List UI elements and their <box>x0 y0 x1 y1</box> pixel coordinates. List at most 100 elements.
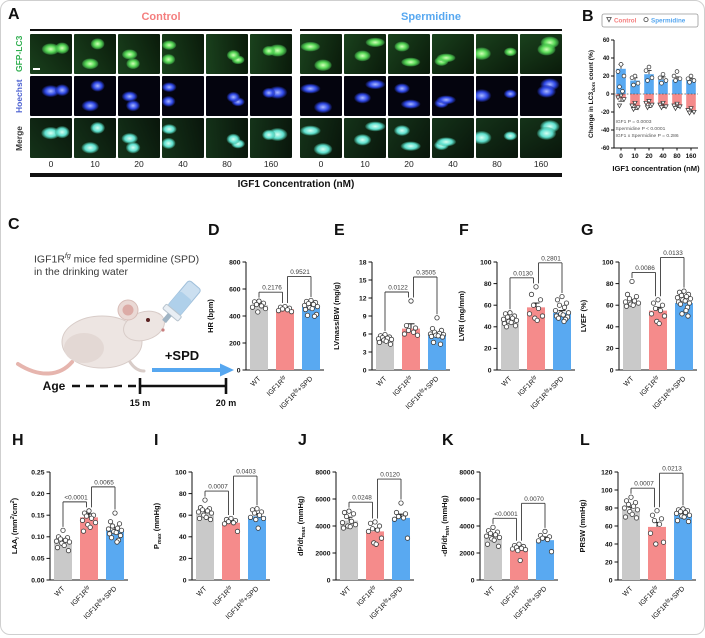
y-axis-label: LVEF (%) <box>579 299 588 332</box>
micrograph-merge-2 <box>118 118 160 158</box>
significance-brackets <box>631 256 685 297</box>
bars <box>616 68 696 111</box>
bar <box>302 306 320 370</box>
micrograph-merge-1 <box>74 118 116 158</box>
bar <box>276 309 294 370</box>
water-bottle <box>162 280 201 324</box>
col-label: 10 <box>360 159 370 169</box>
svg-text:IGF1Rfg: IGF1Rfg <box>638 374 662 398</box>
svg-text:80: 80 <box>606 281 614 288</box>
svg-text:WT: WT <box>622 585 635 598</box>
svg-text:9: 9 <box>363 313 367 320</box>
spd-arrow-label: +SPD <box>165 348 199 363</box>
svg-text:0.25: 0.25 <box>31 469 44 476</box>
mouse-ear-inner <box>122 304 134 316</box>
svg-text:6000: 6000 <box>459 496 474 503</box>
bar <box>553 312 571 370</box>
svg-text:10: 10 <box>631 153 639 160</box>
y-ticks: 0 20 40 60 80 100 <box>175 469 192 584</box>
p-values: <0.0001 0.0070 <box>494 496 544 518</box>
svg-text:IGF1 P = 0.0003: IGF1 P = 0.0003 <box>616 119 652 125</box>
micrograph-gfp-lc3-2 <box>118 34 160 74</box>
timeline-end-label: 20 m <box>216 398 237 408</box>
group-header-spermidine: Spermidine <box>401 11 461 23</box>
y-axis-label: Change in LC3dots count (%) <box>588 50 597 138</box>
svg-text:160: 160 <box>686 153 697 160</box>
svg-text:100: 100 <box>175 469 187 476</box>
chart-svg-e: 0 3 6 9 12 15 18 0.0122 0.3505 WT IGF1RfgIGF1Rfg+S… <box>332 259 450 411</box>
svg-text:15: 15 <box>359 277 367 284</box>
micrograph-hoechst-3 <box>162 76 204 116</box>
y-axis-label: PRSW (mmHg) <box>578 499 587 552</box>
bar <box>248 516 266 580</box>
svg-text:0.0086: 0.0086 <box>635 265 655 272</box>
svg-text:20: 20 <box>603 74 610 80</box>
scatter-points <box>53 508 125 554</box>
bar <box>686 94 696 111</box>
significance-brackets <box>62 486 116 527</box>
panel-h: H 0.00 0.05 0.10 0.15 0.20 0.25 <0.0001 0.0065 W… <box>8 432 136 638</box>
panel-label-b: B <box>582 8 594 25</box>
svg-text:4000: 4000 <box>315 523 330 530</box>
bars <box>622 509 692 580</box>
svg-text:0.15: 0.15 <box>31 513 44 520</box>
svg-text:IGF1 x Spermidine P = 0.286: IGF1 x Spermidine P = 0.286 <box>616 133 679 139</box>
legend: Control Spermidine <box>601 13 699 28</box>
panel-c-caption-line2: in the drinking water <box>34 266 128 278</box>
mouse-eye <box>146 318 150 322</box>
bar <box>630 80 640 94</box>
svg-text:WT: WT <box>196 585 209 598</box>
y-axis-label: LVmass/BW (mg/g) <box>332 282 341 350</box>
svg-text:0.00: 0.00 <box>31 577 44 584</box>
panel-label-l: L <box>580 432 590 449</box>
group-header-control: Control <box>141 11 181 23</box>
micrograph-hoechst-6 <box>300 76 342 116</box>
svg-text:0.2176: 0.2176 <box>262 285 282 292</box>
svg-text:40: 40 <box>179 534 187 541</box>
svg-text:0.9521: 0.9521 <box>290 269 310 276</box>
svg-text:80: 80 <box>179 491 187 498</box>
bar <box>649 310 667 370</box>
panel-e: E 0 3 6 9 12 15 18 0.0122 0.3505 WT IGF1Rfg IGF1Rfg… <box>330 222 458 428</box>
col-label: 40 <box>178 159 188 169</box>
svg-text:20: 20 <box>179 556 187 563</box>
svg-text:0: 0 <box>471 577 475 584</box>
micrograph-merge-4 <box>206 118 248 158</box>
svg-text:WT: WT <box>340 585 353 598</box>
svg-text:IGF1Rfg: IGF1Rfg <box>265 374 289 398</box>
y-axis-label: LVRI (mg/mm) <box>457 290 466 341</box>
bar <box>196 513 214 580</box>
svg-text:0.0133: 0.0133 <box>663 250 683 257</box>
y-ticks: -60 -40 -20 0 20 40 60 <box>601 38 614 152</box>
header-rule-control <box>30 29 292 31</box>
chart-svg-k: 0 2000 4000 6000 8000 <0.0001 0.0070 WT IGF1RfgI… <box>440 469 558 621</box>
svg-text:20: 20 <box>606 346 614 353</box>
scatter-points <box>500 284 572 330</box>
col-label: 160 <box>263 159 279 169</box>
micrograph-gfp-lc3-10 <box>476 34 518 74</box>
bar <box>658 79 668 94</box>
svg-text:100: 100 <box>602 259 614 266</box>
svg-text:80: 80 <box>673 153 681 160</box>
chart-svg-i: 0 20 40 60 80 100 0.0007 0.0403 WT IGF1RfgIGF1Rfg… <box>152 469 270 621</box>
svg-text:IGF1Rfg: IGF1Rfg <box>391 374 415 398</box>
bars <box>196 513 266 580</box>
panel-c: C IGF1Rfg mice fed spermidine (SPD) in t… <box>6 214 256 428</box>
svg-text:20: 20 <box>605 559 613 566</box>
bar <box>340 520 358 580</box>
svg-text:40: 40 <box>606 324 614 331</box>
timeline: Age 15 m 20 m <box>43 378 237 408</box>
svg-text:0.0007: 0.0007 <box>208 484 228 491</box>
p-values: 0.0007 0.0403 <box>208 469 256 491</box>
col-label: 20 <box>134 159 144 169</box>
p-values: 0.0007 0.0213 <box>634 466 682 488</box>
svg-text:6: 6 <box>363 331 367 338</box>
y-ticks: 0.00 0.05 0.10 0.15 0.20 0.25 <box>31 469 50 584</box>
svg-text:60: 60 <box>484 303 492 310</box>
svg-text:0: 0 <box>237 367 241 374</box>
chart-svg-j: 0 2000 4000 6000 8000 0.0248 0.0120 WT IGF1RfgIG… <box>296 469 414 621</box>
